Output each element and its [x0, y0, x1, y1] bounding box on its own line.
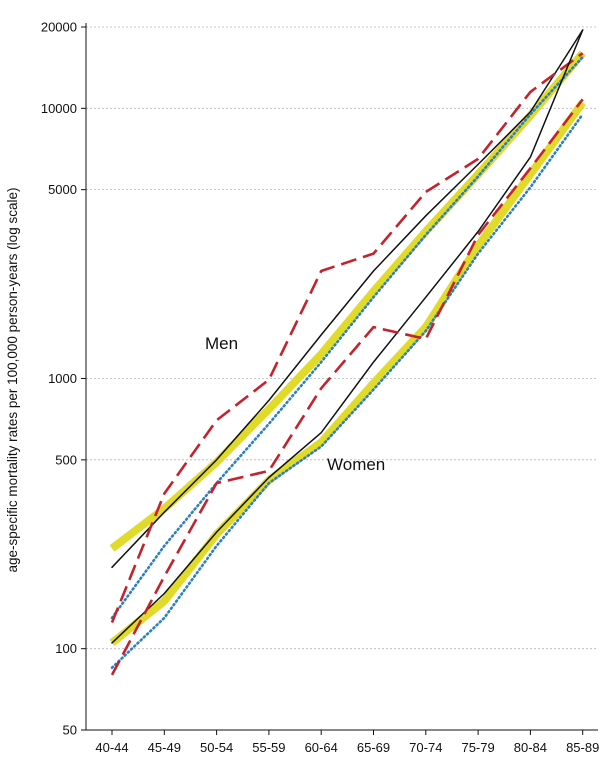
series-line-women-thin-black: [111, 29, 584, 644]
x-tick-label: 75-79: [461, 740, 494, 755]
axes: [81, 23, 598, 735]
women-annotation: Women: [327, 455, 385, 474]
y-tick-label: 10000: [41, 101, 77, 116]
y-tick-label: 5000: [48, 182, 77, 197]
series-line-men-thick-yellow: [109, 50, 586, 552]
x-tick-label: 55-59: [252, 740, 285, 755]
series-line-men-dotted-blue: [110, 55, 585, 620]
gridlines: [86, 26, 598, 650]
x-tick-label: 45-49: [148, 740, 181, 755]
series-line-women-dotted-blue: [110, 113, 585, 670]
x-tick-label: 40-44: [95, 740, 128, 755]
y-tick-label: 50: [63, 723, 77, 738]
x-tick-label: 50-54: [200, 740, 233, 755]
series-line-women-dashed-red: [110, 98, 584, 676]
series-line-men-dashed-red: [110, 52, 584, 623]
x-tick-label: 65-69: [357, 740, 390, 755]
x-tick-label: 85-89: [566, 740, 599, 755]
y-tick-label: 20000: [41, 20, 77, 35]
x-tick-label: 70-74: [409, 740, 442, 755]
x-tick-label: 80-84: [514, 740, 547, 755]
x-tick-label: 60-64: [305, 740, 338, 755]
y-tick-label: 1000: [48, 371, 77, 386]
y-tick-label: 100: [55, 641, 77, 656]
series-lines: [109, 29, 586, 676]
y-tick-label: 500: [55, 452, 77, 467]
series-line-women-thick-yellow: [109, 100, 586, 647]
y-axis-label: age-specific mortality rates per 100,000…: [5, 188, 20, 573]
series-line-men-thin-black: [111, 29, 584, 569]
tick-labels: 50 100 500 1000 5000 10000 20000 40-44 45-49 50-5…: [41, 20, 599, 756]
men-annotation: Men: [205, 334, 238, 353]
